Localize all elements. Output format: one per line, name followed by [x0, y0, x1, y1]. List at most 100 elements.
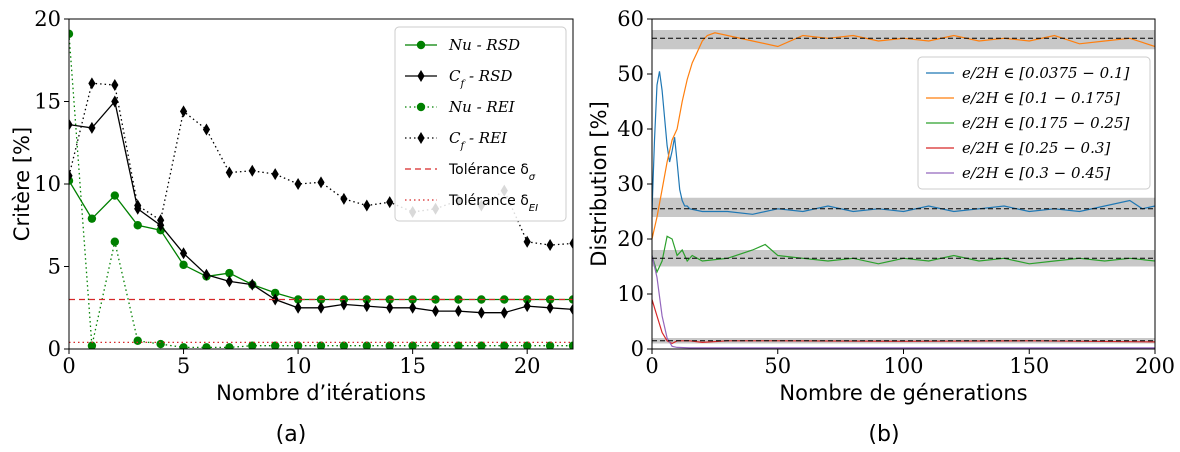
point-0-5 — [179, 260, 188, 270]
point-0-17 — [454, 295, 463, 304]
point-2-20 — [522, 341, 532, 349]
point-1-15 — [409, 301, 417, 314]
point-1-19 — [500, 306, 508, 319]
ytick-label-1: 5 — [48, 255, 61, 279]
point-2-5 — [179, 343, 188, 349]
point-1-21 — [546, 301, 554, 314]
legend-label-2: Nu - REI — [448, 98, 516, 116]
legend-label-sub: EI — [529, 203, 538, 214]
point-3-14 — [386, 196, 394, 209]
point-2-15 — [408, 341, 417, 349]
legend-frame — [917, 56, 1151, 190]
xtick-label-0: 0 — [645, 354, 658, 378]
legend-label-4: Tolérance δσ — [448, 162, 536, 183]
point-0-16 — [431, 295, 440, 304]
legend-label-main: C — [449, 67, 461, 85]
ytick-label-0: 0 — [48, 337, 61, 361]
point-1-16 — [431, 305, 440, 318]
legend-label-suffix: - REI — [472, 98, 516, 116]
series-line-3 — [652, 299, 1155, 345]
point-0-13 — [362, 295, 372, 304]
x-axis-label: Nombre d’itérations — [216, 381, 426, 405]
point-3-5 — [179, 105, 188, 118]
point-3-7 — [225, 166, 233, 179]
ytick-label-3: 30 — [617, 172, 644, 196]
legend-label-main: Tolérance δ — [448, 162, 529, 178]
x-axis-label: Nombre de génerations — [779, 381, 1027, 405]
point-1-5 — [179, 247, 188, 260]
legend-label-3: e/2H ∈ [0.25 − 0.3] — [962, 139, 1110, 157]
xtick-label-4: 20 — [514, 354, 541, 378]
point-2-0 — [69, 29, 74, 39]
legend-label-main: Nu — [448, 98, 472, 116]
point-2-9 — [270, 341, 280, 349]
xtick-label-1: 5 — [177, 354, 190, 378]
point-2-13 — [362, 341, 372, 349]
point-2-8 — [248, 341, 257, 349]
point-1-22 — [569, 303, 573, 316]
point-1-11 — [317, 301, 325, 314]
legend: e/2H ∈ [0.0375 − 0.1] e/2H ∈ [0.1 − 0.175… — [917, 56, 1151, 190]
series-group — [652, 32, 1155, 349]
point-3-8 — [248, 164, 256, 177]
legend-label-suffix: - REI — [464, 129, 508, 147]
legend-label-main: Tolérance δ — [448, 193, 529, 209]
point-3-21 — [546, 239, 554, 252]
chart-b: 0 50 100 150 200 0 10 20 30 40 50 60 Nombre de géner… — [587, 7, 1175, 447]
point-2-7 — [225, 343, 234, 349]
point-2-2 — [110, 237, 120, 246]
xtick-label-2: 10 — [285, 354, 312, 378]
legend-marker-0 — [416, 40, 426, 50]
band-0 — [652, 30, 1155, 50]
point-3-9 — [271, 168, 279, 181]
point-0-1 — [87, 214, 97, 223]
ytick-label-1: 10 — [617, 282, 644, 306]
legend-label-3: Cf - REI — [449, 129, 508, 152]
caption: (a) — [276, 422, 307, 447]
point-3-1 — [88, 77, 96, 90]
point-2-19 — [500, 341, 509, 349]
point-1-6 — [202, 268, 211, 281]
point-1-12 — [340, 298, 348, 311]
point-2-18 — [477, 341, 486, 349]
xtick-label-3: 15 — [399, 354, 426, 378]
legend-label-sub: f — [459, 79, 466, 90]
point-1-10 — [294, 301, 302, 314]
point-2-4 — [156, 339, 165, 349]
point-2-22 — [568, 341, 573, 349]
legend-label-suffix: - RSD — [472, 36, 520, 54]
ytick-label-4: 20 — [34, 7, 61, 31]
point-2-1 — [87, 341, 97, 349]
legend-label-1: Cf - RSD — [449, 67, 512, 90]
point-0-2 — [110, 191, 120, 200]
point-1-18 — [477, 306, 485, 319]
ytick-label-6: 60 — [617, 7, 644, 31]
legend-label-sub: f — [459, 141, 466, 152]
point-1-13 — [363, 300, 371, 313]
legend-marker-1 — [417, 70, 425, 82]
series-line-1 — [652, 32, 1155, 240]
xtick-label-1: 50 — [764, 354, 791, 378]
legend-label-4: e/2H ∈ [0.3 − 0.45] — [962, 164, 1110, 182]
legend-marker-2 — [416, 102, 426, 112]
ytick-label-2: 10 — [34, 172, 61, 196]
xtick-label-0: 0 — [62, 354, 75, 378]
caption: (b) — [868, 422, 899, 447]
series-line-0 — [652, 71, 1155, 215]
point-0-3 — [133, 221, 142, 230]
point-0-7 — [225, 268, 234, 278]
y-axis-label: Distribution [%] — [587, 101, 611, 267]
point-1-7 — [225, 275, 233, 288]
series-line-2 — [69, 33, 573, 349]
xtick-label-4: 200 — [1135, 354, 1175, 378]
point-1-9 — [271, 293, 279, 306]
legend-label-5: Tolérance δEI — [448, 193, 538, 214]
legend-label-suffix: - RSD — [464, 67, 512, 85]
ytick-label-4: 40 — [617, 117, 644, 141]
point-3-0 — [69, 169, 73, 182]
ytick-label-3: 15 — [34, 90, 61, 114]
ytick-label-2: 20 — [617, 227, 644, 251]
point-3-20 — [523, 235, 531, 248]
